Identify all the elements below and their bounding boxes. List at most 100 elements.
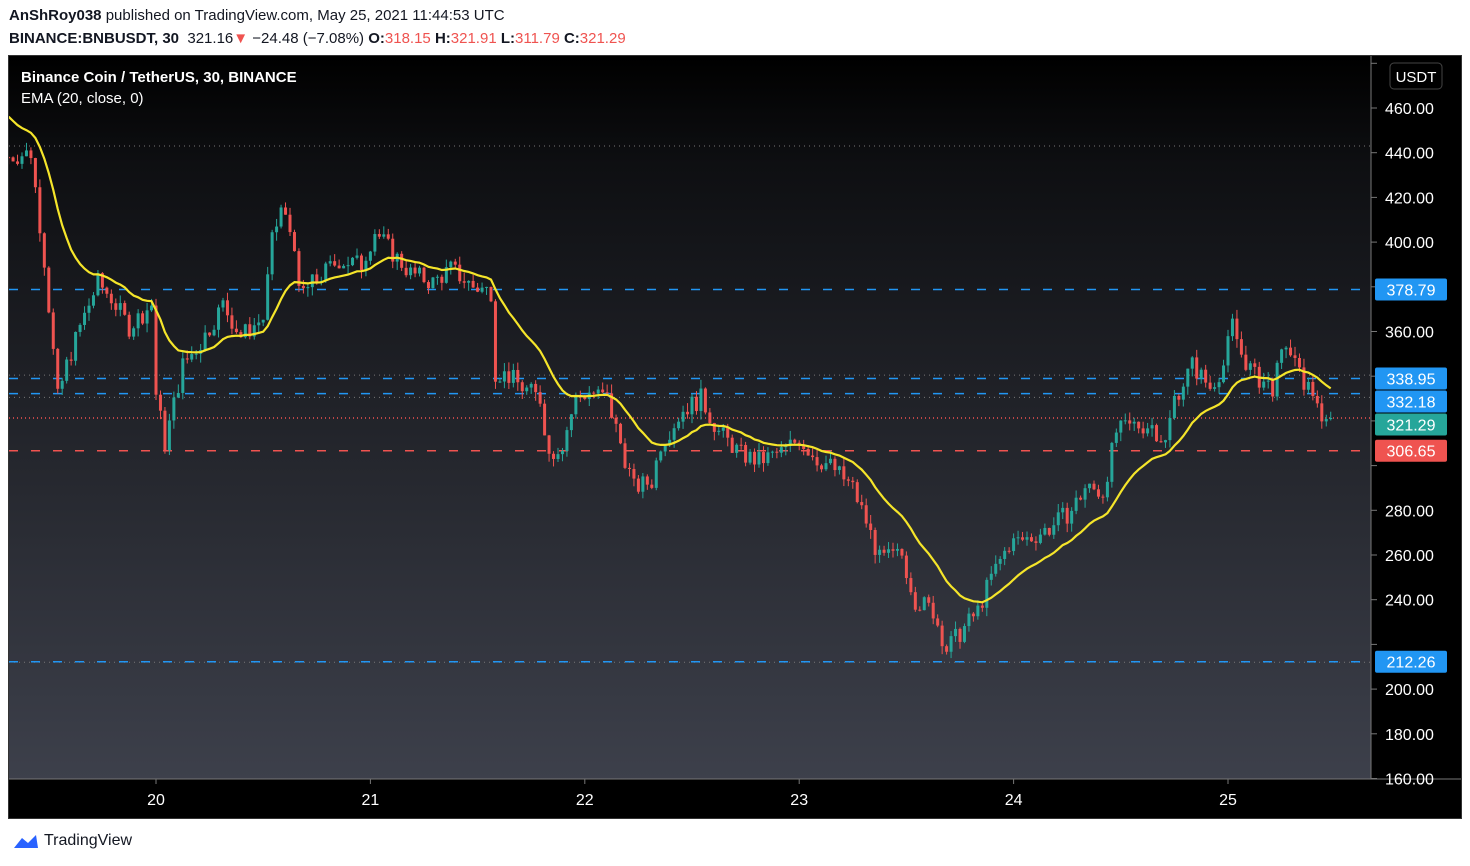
candle-body <box>288 214 292 233</box>
published-text: published on TradingView.com, May 25, 20… <box>105 7 505 24</box>
candle-body <box>1083 488 1087 500</box>
candle-body <box>1297 357 1301 368</box>
level-price-label: 332.18 <box>1387 395 1436 412</box>
level-price-label: 306.65 <box>1387 444 1436 461</box>
candle-body <box>529 383 533 388</box>
candle-body <box>257 322 261 326</box>
close-label: C: <box>563 30 580 47</box>
candle-body <box>355 255 359 258</box>
candle-body <box>833 458 837 471</box>
candle-body <box>1056 512 1060 526</box>
candle-body <box>1096 489 1100 497</box>
candle-body <box>846 479 850 481</box>
price-tick-label: 260.00 <box>1385 548 1434 565</box>
candle-body <box>538 392 542 404</box>
candle-body <box>42 233 46 268</box>
candle-body <box>1052 525 1056 535</box>
candle-body <box>324 263 328 281</box>
candle-body <box>962 626 966 642</box>
candle-body <box>891 549 895 551</box>
candle-body <box>252 325 256 337</box>
candle-body <box>342 265 346 269</box>
time-tick-label: 25 <box>1219 792 1237 809</box>
candle-body <box>904 555 908 579</box>
candle-body <box>489 286 493 302</box>
candle-body <box>158 394 162 411</box>
candle-body <box>145 310 149 324</box>
candle-body <box>842 466 846 480</box>
candle-body <box>681 411 685 422</box>
candle-body <box>837 466 841 471</box>
candle-body <box>1168 418 1172 441</box>
tradingview-logo[interactable]: TradingView <box>12 832 132 850</box>
candle-body <box>47 267 51 313</box>
tradingview-cloud-icon <box>14 835 38 848</box>
candle-body <box>1204 369 1208 383</box>
symbol-info: BINANCE:BNBUSDT, 30 321.16▼ −24.48 (−7.0… <box>9 30 626 47</box>
candle-body <box>310 274 314 288</box>
candle-body <box>788 439 792 446</box>
candle-body <box>78 324 82 332</box>
time-tick-label: 20 <box>147 792 165 809</box>
price-tick-label: 160.00 <box>1385 772 1434 789</box>
candle-body <box>1132 421 1136 424</box>
candle-body <box>1208 382 1212 389</box>
candle-body <box>569 414 573 431</box>
candle-body <box>913 592 917 610</box>
last-price: 321.16 <box>187 30 234 47</box>
candle-body <box>1128 420 1132 424</box>
candle-body <box>686 411 690 415</box>
candle-body <box>636 478 640 492</box>
candle-body <box>1034 541 1038 543</box>
candle-body <box>217 307 221 330</box>
candle-body <box>1289 347 1293 356</box>
candle-body <box>520 382 524 392</box>
candle-body <box>1239 339 1243 355</box>
candle-body <box>954 628 958 637</box>
candle-body <box>659 451 663 461</box>
author[interactable]: AnShRoy038 <box>9 7 102 24</box>
candle-body <box>1007 550 1011 552</box>
candle-body <box>1061 507 1065 513</box>
candle-body <box>614 417 618 424</box>
candle-body <box>266 274 270 320</box>
candle-body <box>1253 363 1257 367</box>
candle-body <box>373 234 377 252</box>
candle-body <box>945 646 949 652</box>
price-chart[interactable]: 160.00 180.00 200.00 240.00 260.00 280.00 360.… <box>9 56 1462 819</box>
candle-body <box>69 359 73 361</box>
candle-body <box>1155 425 1159 442</box>
candle-body <box>292 232 296 252</box>
candle-body <box>980 605 984 608</box>
candle-body <box>297 251 301 286</box>
candle-body <box>511 369 515 383</box>
currency-button[interactable] <box>1389 62 1443 90</box>
candle-body <box>730 437 734 453</box>
candle-body <box>100 273 104 288</box>
candle-body <box>194 353 198 355</box>
price-tick-label: 240.00 <box>1385 593 1434 610</box>
candle-body <box>176 392 180 398</box>
candle-body <box>337 265 341 269</box>
candle-body <box>592 392 596 394</box>
candle-body <box>1271 380 1275 397</box>
candle-body <box>190 354 194 360</box>
candle-body <box>181 358 185 393</box>
candle-body <box>426 282 430 289</box>
close-value: 321.29 <box>579 30 626 47</box>
candle-body <box>453 261 457 265</box>
candle-body <box>221 300 225 308</box>
candle-body <box>677 421 681 429</box>
low-label: L: <box>500 30 516 47</box>
time-axis[interactable] <box>9 779 1462 819</box>
candle-body <box>203 332 207 350</box>
candle-body <box>694 396 698 412</box>
level-price-label: 378.79 <box>1387 283 1436 300</box>
candle-body <box>1262 381 1266 388</box>
candle-body <box>1226 336 1230 366</box>
chart-panel[interactable]: 160.00 180.00 200.00 240.00 260.00 280.00 360.… <box>8 55 1462 819</box>
candle-body <box>1159 441 1163 443</box>
candle-body <box>663 444 667 452</box>
candle-body <box>498 381 502 383</box>
candle-body <box>493 301 497 382</box>
